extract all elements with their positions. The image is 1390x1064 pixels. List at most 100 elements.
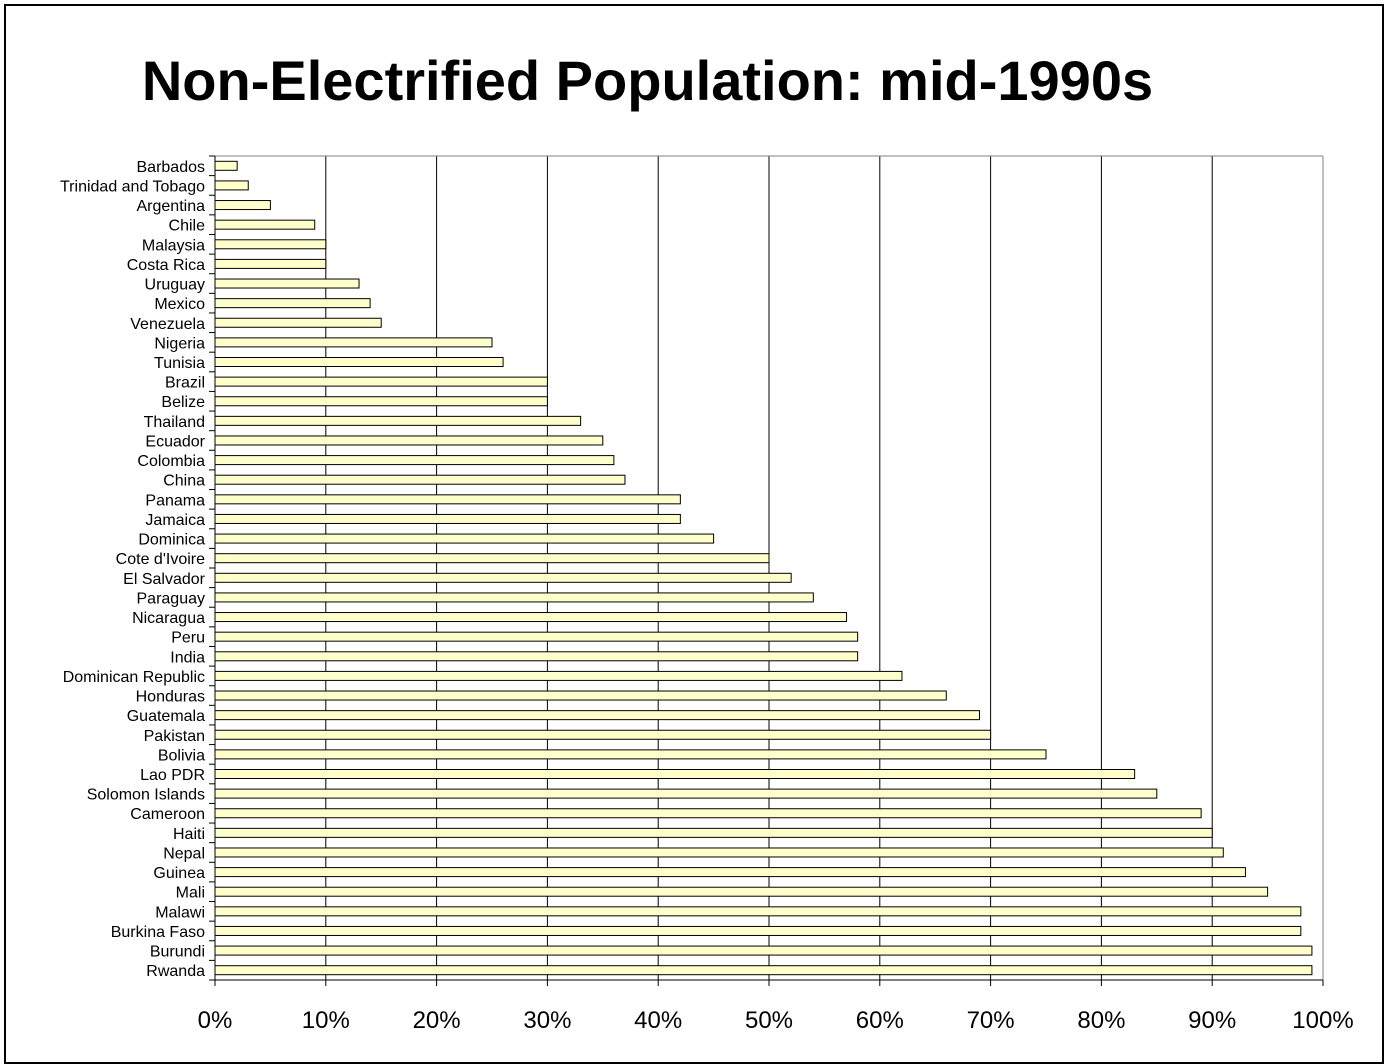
bar-solomon-islands: [214, 788, 1158, 799]
bar-malawi: [214, 906, 1302, 917]
category-label: Rwanda: [146, 963, 205, 980]
category-label: Barbados: [137, 159, 206, 176]
x-tick-labels: 0% 10% 20% 30% 40% 50% 60% 70% 80% 90% 100%: [198, 1007, 1354, 1034]
bar-nigeria: [214, 337, 493, 348]
bar-china: [214, 474, 626, 485]
category-label: Cote d'Ivoire: [116, 551, 205, 568]
bar-cameroon: [214, 808, 1202, 819]
bar-haiti: [214, 827, 1213, 838]
category-label: Malaysia: [142, 237, 205, 254]
category-label: China: [163, 473, 205, 490]
category-label: Costa Rica: [127, 257, 205, 274]
x-tick-label: 20%: [413, 1007, 461, 1034]
bar-barbados: [214, 160, 238, 171]
bar-rwanda: [214, 965, 1313, 976]
category-label: Peru: [171, 630, 205, 647]
x-tick-label: 10%: [302, 1007, 350, 1034]
bar-nicaragua: [214, 612, 848, 623]
bar-chile: [214, 219, 316, 230]
category-label: Pakistan: [144, 728, 205, 745]
bars: [214, 160, 1313, 976]
category-label: Venezuela: [130, 316, 205, 333]
category-label: Tunisia: [154, 355, 205, 372]
category-label: El Salvador: [123, 571, 205, 588]
x-tick-label: 70%: [967, 1007, 1015, 1034]
bar-el-salvador: [214, 572, 792, 583]
category-label: Guinea: [153, 865, 205, 882]
category-label: Thailand: [144, 414, 205, 431]
bar-burkina-faso: [214, 925, 1302, 936]
bar-pakistan: [214, 729, 992, 740]
x-tick-label: 40%: [634, 1007, 682, 1034]
category-label: Colombia: [137, 453, 205, 470]
bar-nepal: [214, 847, 1224, 858]
bar-belize: [214, 396, 548, 407]
x-tick-label: 60%: [856, 1007, 904, 1034]
x-tick-label: 50%: [745, 1007, 793, 1034]
bar-brazil: [214, 376, 548, 387]
bar-cote-d-ivoire: [214, 553, 770, 564]
category-label: Belize: [161, 394, 205, 411]
bar-india: [214, 651, 859, 662]
x-tick-label: 80%: [1077, 1007, 1125, 1034]
bar-tunisia: [214, 357, 504, 367]
category-label: Nigeria: [154, 335, 205, 352]
bar-argentina: [214, 200, 271, 211]
bar-lao-pdr: [214, 769, 1136, 779]
bar-peru: [214, 631, 859, 642]
bar-mali: [214, 886, 1269, 897]
category-label: India: [170, 649, 205, 666]
category-label: Malawi: [155, 904, 205, 921]
category-label: Brazil: [165, 375, 205, 392]
bar-mexico: [214, 298, 371, 309]
bar-paraguay: [214, 592, 814, 603]
bar-thailand: [214, 415, 582, 426]
category-label: Nepal: [163, 845, 205, 862]
category-label: Honduras: [136, 689, 205, 706]
category-labels: Barbados Trinidad and Tobago Argentina Chil…: [60, 159, 206, 980]
category-label: Burkina Faso: [111, 924, 205, 941]
category-label: Paraguay: [137, 590, 206, 607]
x-tick-label: 90%: [1188, 1007, 1236, 1034]
category-label: Ecuador: [145, 433, 205, 450]
x-tick-label: 30%: [523, 1007, 571, 1034]
x-tick-label: 0%: [198, 1007, 233, 1034]
category-label: Bolivia: [158, 747, 205, 764]
gridlines: [325, 156, 1213, 980]
chart-title: Non-Electrified Population: mid-1990s: [141, 49, 1154, 112]
bar-guinea: [214, 867, 1246, 878]
category-label: Chile: [169, 218, 206, 235]
category-label: Panama: [145, 492, 205, 509]
category-label: Uruguay: [145, 277, 205, 294]
axes: [209, 155, 1324, 986]
category-label: Mexico: [154, 296, 205, 313]
bar-trinidad-and-tobago: [214, 180, 249, 191]
category-label: Dominica: [138, 532, 205, 549]
category-label: Lao PDR: [140, 767, 205, 784]
bar-dominican-republic: [214, 670, 903, 681]
category-label: Haiti: [173, 826, 205, 843]
category-label: Jamaica: [145, 512, 205, 529]
category-label: Burundi: [150, 944, 205, 961]
bar-ecuador: [214, 435, 604, 446]
bar-burundi: [214, 945, 1313, 956]
bar-guatemala: [214, 710, 981, 721]
category-label: Cameroon: [130, 806, 205, 823]
bar-jamaica: [214, 513, 681, 524]
bar-colombia: [214, 455, 615, 466]
bar-dominica: [214, 533, 715, 544]
category-label: Solomon Islands: [87, 787, 205, 804]
bar-bolivia: [214, 749, 1047, 760]
bar-panama: [214, 494, 681, 505]
bar-honduras: [214, 690, 947, 701]
bar-costa-rica: [214, 258, 327, 269]
bar-venezuela: [214, 317, 382, 328]
category-label: Nicaragua: [132, 610, 205, 627]
category-label: Trinidad and Tobago: [60, 178, 205, 195]
category-label: Mali: [176, 885, 205, 902]
category-label: Argentina: [137, 198, 206, 215]
bar-uruguay: [214, 278, 360, 289]
x-tick-label: 100%: [1292, 1007, 1353, 1034]
category-label: Dominican Republic: [63, 669, 205, 686]
